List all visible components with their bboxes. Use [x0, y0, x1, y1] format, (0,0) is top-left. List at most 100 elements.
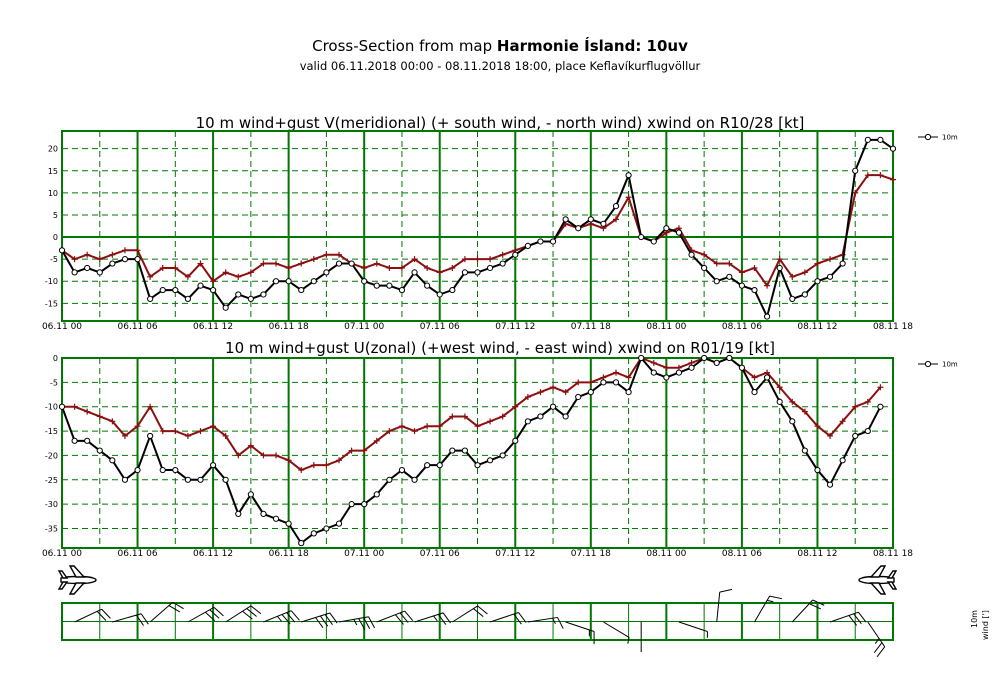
data-point-10m [298, 540, 305, 547]
data-point-10m [285, 278, 292, 285]
data-point-10m [826, 273, 834, 280]
data-point-gust [197, 260, 204, 267]
data-point-10m [701, 354, 708, 362]
x-tick-label: 08.11 06 [722, 549, 762, 559]
data-point-gust [323, 251, 330, 258]
data-point-gust [71, 256, 78, 263]
data-point-gust [222, 269, 229, 276]
y-tick-label: -5 [50, 378, 58, 387]
data-point-10m [411, 269, 418, 276]
data-point-gust [411, 428, 418, 435]
x-tick-label: 08.11 00 [646, 549, 686, 559]
data-point-10m [600, 220, 607, 227]
data-point-10m [801, 291, 808, 298]
data-point-10m [562, 413, 569, 420]
data-point-10m [587, 389, 594, 396]
data-point-gust [764, 282, 771, 289]
x-tick-label: 07.11 00 [344, 322, 384, 332]
data-point-gust [298, 467, 305, 474]
data-point-gust [109, 251, 116, 258]
data-point-10m [575, 393, 582, 401]
legend-label: 10m [942, 361, 958, 369]
data-point-10m [486, 264, 494, 272]
data-point-10m [713, 278, 720, 285]
data-point-10m [71, 269, 78, 276]
data-point-10m [537, 238, 544, 245]
x-tick-label: 08.11 18 [873, 549, 913, 559]
data-point-gust [159, 264, 166, 271]
x-tick-label: 07.11 12 [495, 549, 535, 559]
data-point-gust [184, 273, 191, 280]
data-point-gust [877, 172, 884, 179]
legend-marker [924, 133, 932, 141]
data-point-10m [197, 476, 204, 483]
data-point-10m [222, 476, 229, 483]
data-point-gust [210, 278, 217, 285]
data-point-gust [84, 251, 91, 258]
data-point-10m [58, 247, 66, 254]
data-point-10m [638, 354, 645, 362]
data-point-10m [58, 403, 66, 410]
x-tick-label: 07.11 18 [571, 322, 611, 332]
y-tick-label: -20 [45, 451, 58, 460]
x-tick-label: 08.11 18 [873, 322, 913, 332]
data-point-gust [285, 457, 292, 464]
data-point-10m [398, 466, 406, 474]
data-point-10m [461, 447, 469, 454]
data-point-10m [776, 264, 783, 272]
data-point-10m [96, 447, 103, 454]
wind-barb [716, 588, 733, 623]
data-point-10m [323, 525, 330, 532]
data-point-gust [386, 428, 393, 435]
data-point-gust [424, 264, 431, 271]
data-point-gust [184, 432, 191, 439]
data-point-10m [638, 233, 645, 241]
data-point-gust [550, 384, 557, 391]
wind-barb [489, 612, 527, 625]
data-point-10m [285, 520, 292, 527]
data-point-10m [348, 260, 355, 267]
data-point-gust [562, 389, 569, 396]
data-point-gust [789, 273, 796, 280]
data-point-gust [663, 364, 670, 371]
data-point-gust [147, 403, 154, 410]
barb-level-label: 10m [970, 610, 979, 628]
y-tick-label: 0 [53, 354, 58, 363]
x-tick-label: 07.11 06 [420, 549, 460, 559]
data-point-10m [726, 273, 733, 280]
data-point-10m [738, 282, 746, 289]
data-point-gust [260, 452, 267, 459]
data-point-gust [398, 423, 405, 430]
data-point-10m [310, 530, 317, 537]
wind-barb [678, 621, 708, 638]
data-point-gust [260, 260, 267, 267]
x-tick-label: 07.11 18 [571, 549, 611, 559]
page-title: Cross-Section from map Harmonie Ísland: … [0, 37, 1000, 55]
data-point-gust [436, 423, 443, 430]
data-point-10m [159, 466, 166, 474]
data-point-gust [373, 260, 380, 267]
data-point-10m [877, 136, 884, 143]
data-point-gust [298, 260, 305, 267]
data-point-10m [688, 364, 695, 371]
data-point-gust [524, 393, 531, 400]
x-tick-label: 06.11 00 [42, 549, 82, 559]
data-point-gust [134, 423, 141, 430]
wind-barb [225, 605, 262, 623]
wind-barb [376, 610, 414, 625]
data-point-10m [147, 295, 154, 303]
data-point-10m [222, 304, 229, 311]
y-tick-label: -25 [45, 476, 58, 485]
data-point-10m [826, 481, 834, 488]
data-point-gust [235, 452, 242, 459]
data-point-10m [272, 515, 280, 522]
data-point-gust [386, 264, 393, 271]
y-tick-label: -15 [45, 299, 58, 308]
data-point-gust [449, 264, 456, 271]
wind-barb [338, 616, 376, 630]
x-tick-label: 06.11 12 [193, 322, 233, 332]
data-point-10m [499, 260, 506, 267]
data-point-gust [613, 216, 619, 223]
data-point-10m [852, 167, 859, 174]
